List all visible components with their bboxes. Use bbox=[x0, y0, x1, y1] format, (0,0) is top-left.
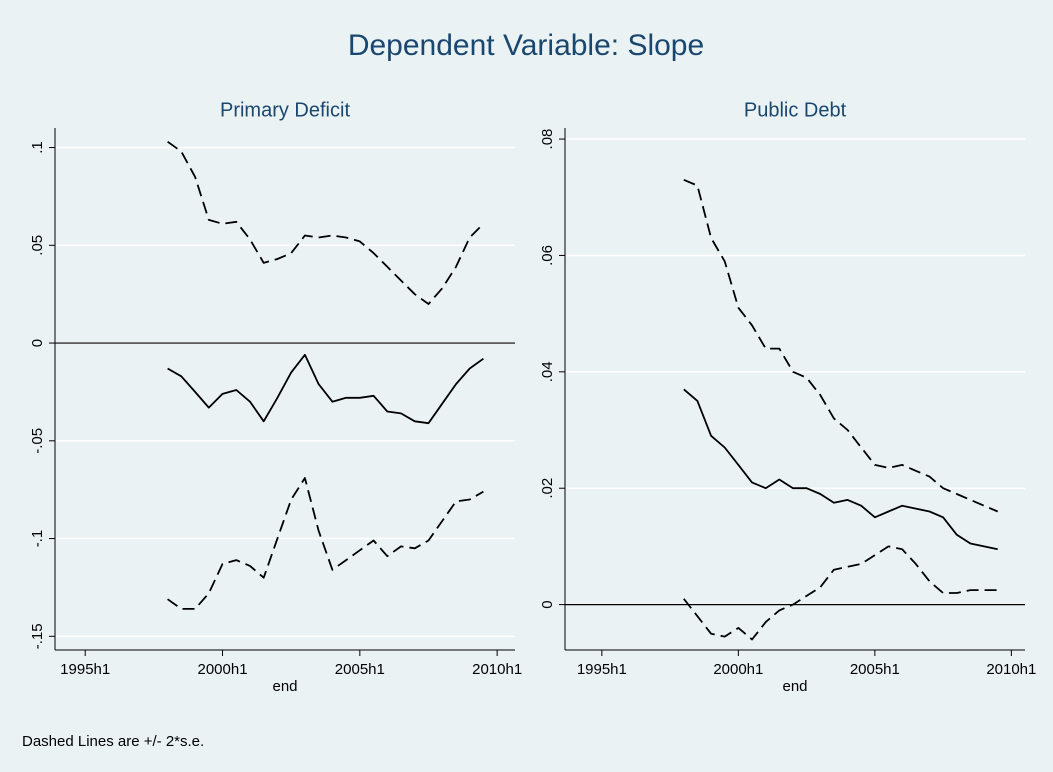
x-tick-label: 2010h1 bbox=[986, 661, 1036, 678]
x-tick-label: 2000h1 bbox=[197, 661, 247, 678]
series-line bbox=[167, 353, 484, 425]
x-tick-label: 1995h1 bbox=[577, 661, 627, 678]
panel-title: Public Debt bbox=[744, 99, 847, 121]
y-tick-label: .02 bbox=[539, 478, 556, 499]
x-tick-label: 2005h1 bbox=[850, 661, 900, 678]
series-line bbox=[683, 388, 998, 551]
x-tick-label: 1995h1 bbox=[60, 661, 110, 678]
y-tick-label: .06 bbox=[539, 245, 556, 266]
x-tick-label: 2005h1 bbox=[335, 661, 385, 678]
x-axis-label: end bbox=[782, 678, 807, 695]
series-line bbox=[683, 178, 999, 513]
series-line bbox=[683, 545, 998, 641]
y-tick-label: -.15 bbox=[29, 623, 46, 649]
y-tick-label: -.1 bbox=[29, 530, 46, 548]
x-tick-label: 2010h1 bbox=[472, 661, 522, 678]
y-tick-label: .08 bbox=[539, 129, 556, 150]
y-tick-label: 0 bbox=[539, 600, 556, 608]
chart-title: Dependent Variable: Slope bbox=[348, 29, 704, 62]
note: Dashed Lines are +/- 2*s.e. bbox=[22, 733, 204, 750]
y-tick-label: .05 bbox=[29, 235, 46, 256]
y-tick-label: -.05 bbox=[29, 428, 46, 454]
x-tick-label: 2000h1 bbox=[713, 661, 763, 678]
y-tick-label: .1 bbox=[29, 141, 46, 154]
y-tick-label: 0 bbox=[29, 339, 46, 347]
series-line bbox=[167, 140, 485, 305]
x-axis-label: end bbox=[272, 678, 297, 695]
y-tick-label: .04 bbox=[539, 361, 556, 382]
plot-area bbox=[565, 128, 1025, 650]
panel-title: Primary Deficit bbox=[220, 99, 350, 121]
plot-area bbox=[55, 128, 515, 650]
series-line bbox=[167, 477, 484, 610]
